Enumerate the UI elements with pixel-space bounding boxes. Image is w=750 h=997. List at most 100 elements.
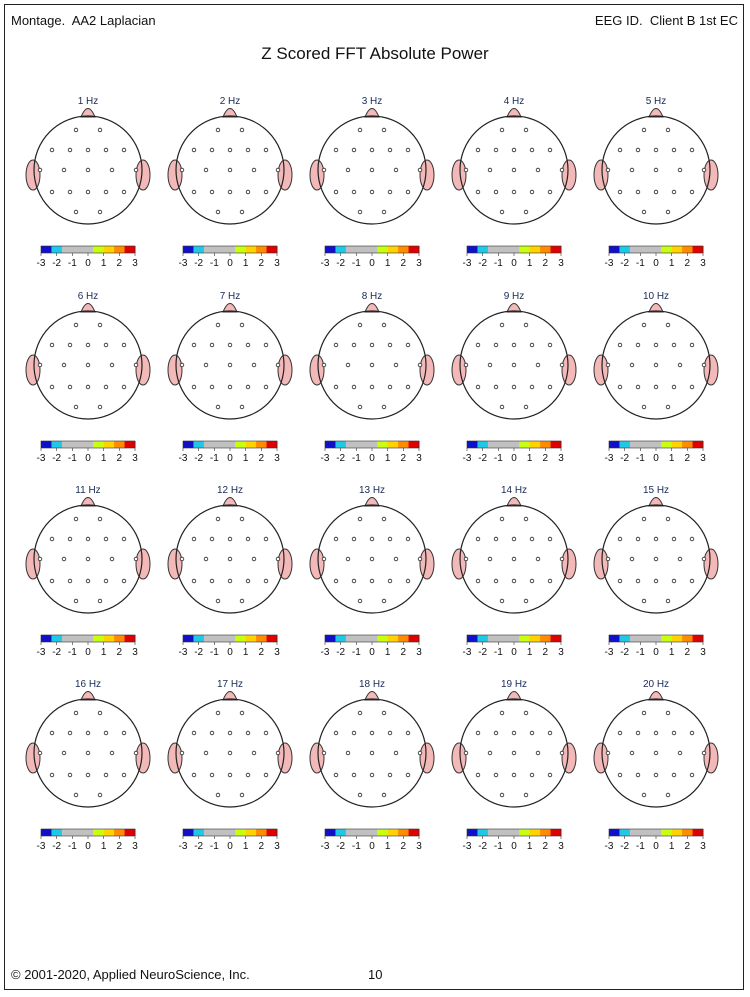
left-ear-icon: [593, 548, 609, 580]
colorbar-segment: [203, 829, 215, 836]
frequency-label: 9 Hz: [504, 291, 525, 302]
colorbar-tick-label: -1: [210, 453, 219, 464]
colorbar-tick-label: -1: [352, 453, 361, 464]
electrode-dot: [559, 167, 565, 173]
colorbar-segment: [619, 635, 631, 642]
colorbar-tick-label: 2: [685, 841, 691, 852]
colorbar-segment: [629, 246, 641, 253]
colorbar-tick-label: 1: [243, 453, 249, 464]
electrode-dot: [85, 730, 91, 736]
electrode-dot: [475, 730, 481, 736]
colorbar-tick-label: 3: [274, 453, 280, 464]
colorbar-segment: [550, 635, 562, 642]
electrode-dot: [529, 147, 535, 153]
colorbar-tick-label: 1: [101, 453, 107, 464]
colorbar-segment: [619, 829, 631, 836]
electrode-dot: [529, 536, 535, 542]
head-outline: [317, 698, 427, 808]
colorbar-tick-label: 2: [117, 258, 123, 269]
colorbar-tick-label: 0: [511, 258, 517, 269]
colorbar: -3 -2 -1 0 1 2 3: [463, 440, 564, 464]
electrode-dot: [227, 147, 233, 153]
electrode-dot: [617, 536, 623, 542]
electrode-dot: [109, 556, 115, 562]
electrode-dot: [333, 730, 339, 736]
electrode-dot: [215, 792, 221, 798]
electrode-dot: [499, 404, 505, 410]
colorbar-segment: [671, 635, 683, 642]
colorbar-segment: [335, 635, 347, 642]
electrode-dot: [369, 772, 375, 778]
colorbar-segment: [650, 246, 662, 253]
colorbar: -3 -2 -1 0 1 2 3: [179, 828, 280, 852]
colorbar-segment: [398, 635, 410, 642]
colorbar-tick-label: 0: [227, 453, 233, 464]
electrode-dot: [121, 189, 127, 195]
electrode-dot: [109, 362, 115, 368]
electrode-dot: [85, 362, 91, 368]
electrode-dot: [493, 578, 499, 584]
electrode-dot: [345, 167, 351, 173]
colorbar-segment: [124, 635, 136, 642]
colorbar: -3 -2 -1 0 1 2 3: [179, 245, 280, 269]
right-ear-icon: [277, 159, 293, 191]
colorbar-tick-label: -2: [620, 647, 629, 658]
right-ear-icon: [135, 354, 151, 386]
electrode-dot: [393, 556, 399, 562]
page-frame: [4, 4, 744, 990]
colorbar-tick-label: -3: [463, 453, 472, 464]
colorbar-segment: [671, 246, 683, 253]
colorbar-tick-label: 0: [653, 453, 659, 464]
colorbar-segment: [661, 829, 673, 836]
electrode-dot: [67, 189, 73, 195]
colorbar-tick-label: -1: [494, 258, 503, 269]
electrode-dot: [191, 147, 197, 153]
electrode-dot: [689, 730, 695, 736]
eeg-id-header: EEG ID. Client B 1st EC: [595, 13, 738, 28]
colorbar-tick-label: -2: [336, 647, 345, 658]
right-ear-icon: [561, 159, 577, 191]
topomap: 20 Hz -3 -2 -1 0 1 2 3: [593, 679, 719, 852]
colorbar-tick-label: 0: [85, 258, 91, 269]
electrode-dot: [61, 750, 67, 756]
colorbar-segment: [671, 441, 683, 448]
electrode-dot: [227, 772, 233, 778]
colorbar-segment: [203, 441, 215, 448]
electrode-dot: [179, 556, 185, 562]
colorbar-tick-label: 0: [369, 841, 375, 852]
colorbar-segment: [387, 441, 399, 448]
left-ear-icon: [167, 548, 183, 580]
electrode-dot: [629, 167, 635, 173]
electrode-dot: [67, 578, 73, 584]
electrode-dot: [381, 792, 387, 798]
electrode-dot: [475, 147, 481, 153]
electrode-dot: [653, 772, 659, 778]
colorbar-segment: [366, 246, 378, 253]
colorbar-tick-label: 3: [132, 453, 138, 464]
electrode-dot: [393, 750, 399, 756]
electrode-dot: [49, 384, 55, 390]
topomap: 19 Hz -3 -2 -1 0 1 2 3: [451, 679, 577, 852]
electrode-dot: [665, 322, 671, 328]
electrode-dot: [653, 147, 659, 153]
colorbar-segment: [487, 441, 499, 448]
colorbar-segment: [529, 441, 541, 448]
head-outline: [317, 310, 427, 420]
electrode-dot: [215, 598, 221, 604]
head-outline: [175, 115, 285, 225]
colorbar: -3 -2 -1 0 1 2 3: [179, 440, 280, 464]
electrode-dot: [121, 147, 127, 153]
colorbar-tick-label: -1: [68, 258, 77, 269]
left-ear-icon: [25, 742, 41, 774]
page-title: Z Scored FFT Absolute Power: [261, 44, 489, 63]
electrode-dot: [653, 730, 659, 736]
colorbar-tick-label: -1: [352, 258, 361, 269]
colorbar-segment: [540, 829, 552, 836]
electrode-dot: [209, 578, 215, 584]
colorbar-segment: [661, 441, 673, 448]
electrode-dot: [617, 147, 623, 153]
colorbar-segment: [498, 635, 510, 642]
colorbar-segment: [467, 635, 478, 642]
electrode-dot: [641, 404, 647, 410]
electrode-dot: [511, 362, 517, 368]
